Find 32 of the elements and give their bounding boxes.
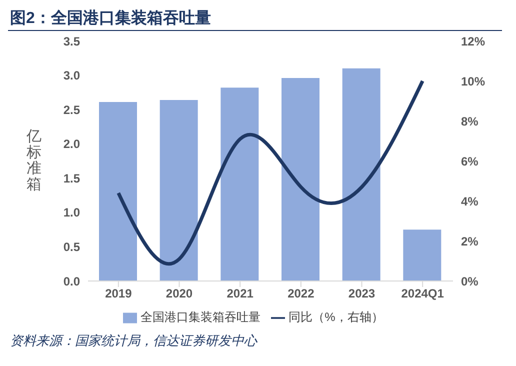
y2-tick-label: 8% bbox=[461, 114, 479, 128]
bar bbox=[160, 100, 198, 281]
y-tick-label: 0.0 bbox=[63, 274, 80, 288]
y-tick-label: 3.5 bbox=[63, 34, 80, 48]
y-tick-label: 2.5 bbox=[63, 102, 80, 117]
y-tick-label: 2.0 bbox=[63, 137, 80, 152]
x-tick-label: 2021 bbox=[226, 286, 254, 301]
chart-title: 图2：全国港口集装箱吞吐量 bbox=[8, 8, 502, 31]
y2-tick-label: 4% bbox=[461, 194, 479, 208]
x-tick-label: 2023 bbox=[348, 286, 376, 301]
legend-label: 全国港口集装箱吞吐量 bbox=[140, 310, 261, 324]
bar bbox=[342, 68, 380, 281]
bar bbox=[403, 230, 442, 281]
y-tick-label: 3.0 bbox=[63, 68, 80, 83]
x-tick-label: 2019 bbox=[105, 286, 132, 301]
x-tick-label: 2022 bbox=[288, 286, 315, 301]
x-tick-label: 2024Q1 bbox=[401, 286, 444, 301]
bar bbox=[282, 78, 320, 281]
y-tick-label: 1.5 bbox=[63, 171, 80, 186]
y2-tick-label: 6% bbox=[461, 154, 479, 168]
legend-label: 同比（%，右轴） bbox=[288, 310, 384, 324]
y2-tick-label: 0% bbox=[461, 274, 479, 288]
x-tick-label: 2020 bbox=[166, 286, 193, 301]
y2-tick-label: 12% bbox=[461, 34, 486, 48]
bar bbox=[99, 102, 137, 281]
y-tick-label: 1.0 bbox=[63, 206, 80, 220]
y2-tick-label: 2% bbox=[461, 234, 479, 248]
y-tick-label: 0.5 bbox=[63, 240, 80, 254]
y-axis-title: 亿标准箱 bbox=[26, 128, 42, 193]
text: 资料来源：国家统计局，信达证券研发中心 bbox=[9, 332, 258, 350]
bar bbox=[220, 88, 259, 281]
y2-tick-label: 10% bbox=[461, 74, 486, 88]
